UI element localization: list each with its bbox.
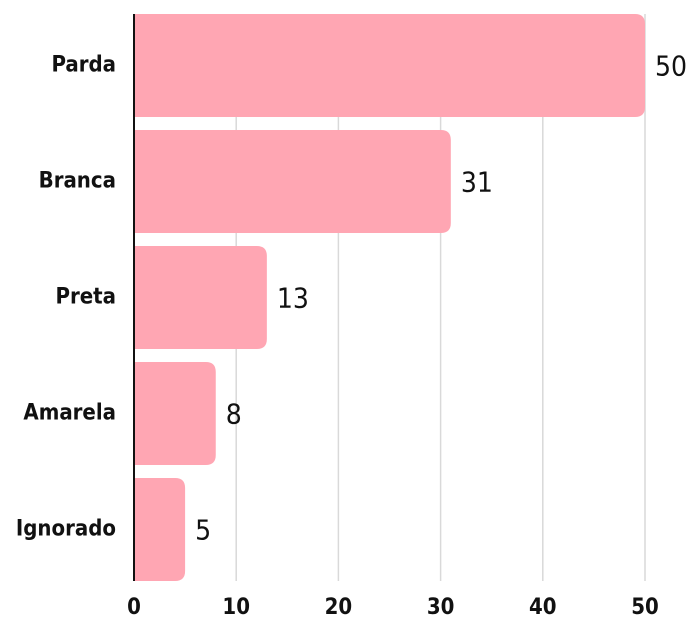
value-label: 50	[655, 50, 687, 83]
bar	[134, 478, 186, 581]
x-tick-label: 0	[127, 595, 141, 620]
y-tick-label: Amarela	[23, 401, 116, 426]
y-tick-label: Branca	[39, 169, 116, 194]
x-tick-label: 50	[631, 595, 659, 620]
x-tick-label: 20	[325, 595, 353, 620]
y-tick-label: Parda	[51, 53, 116, 78]
x-tick-label: 10	[222, 595, 250, 620]
bar	[134, 14, 645, 117]
value-label: 31	[461, 166, 493, 199]
bar	[134, 362, 216, 465]
bar	[134, 130, 451, 233]
value-label: 13	[277, 282, 309, 315]
x-tick-label: 40	[529, 595, 557, 620]
y-tick-label: Ignorado	[16, 517, 116, 542]
value-label: 8	[226, 398, 242, 431]
y-tick-label: Preta	[55, 285, 116, 310]
bar	[134, 246, 267, 349]
value-label: 5	[195, 514, 211, 547]
x-tick-label: 30	[427, 595, 455, 620]
